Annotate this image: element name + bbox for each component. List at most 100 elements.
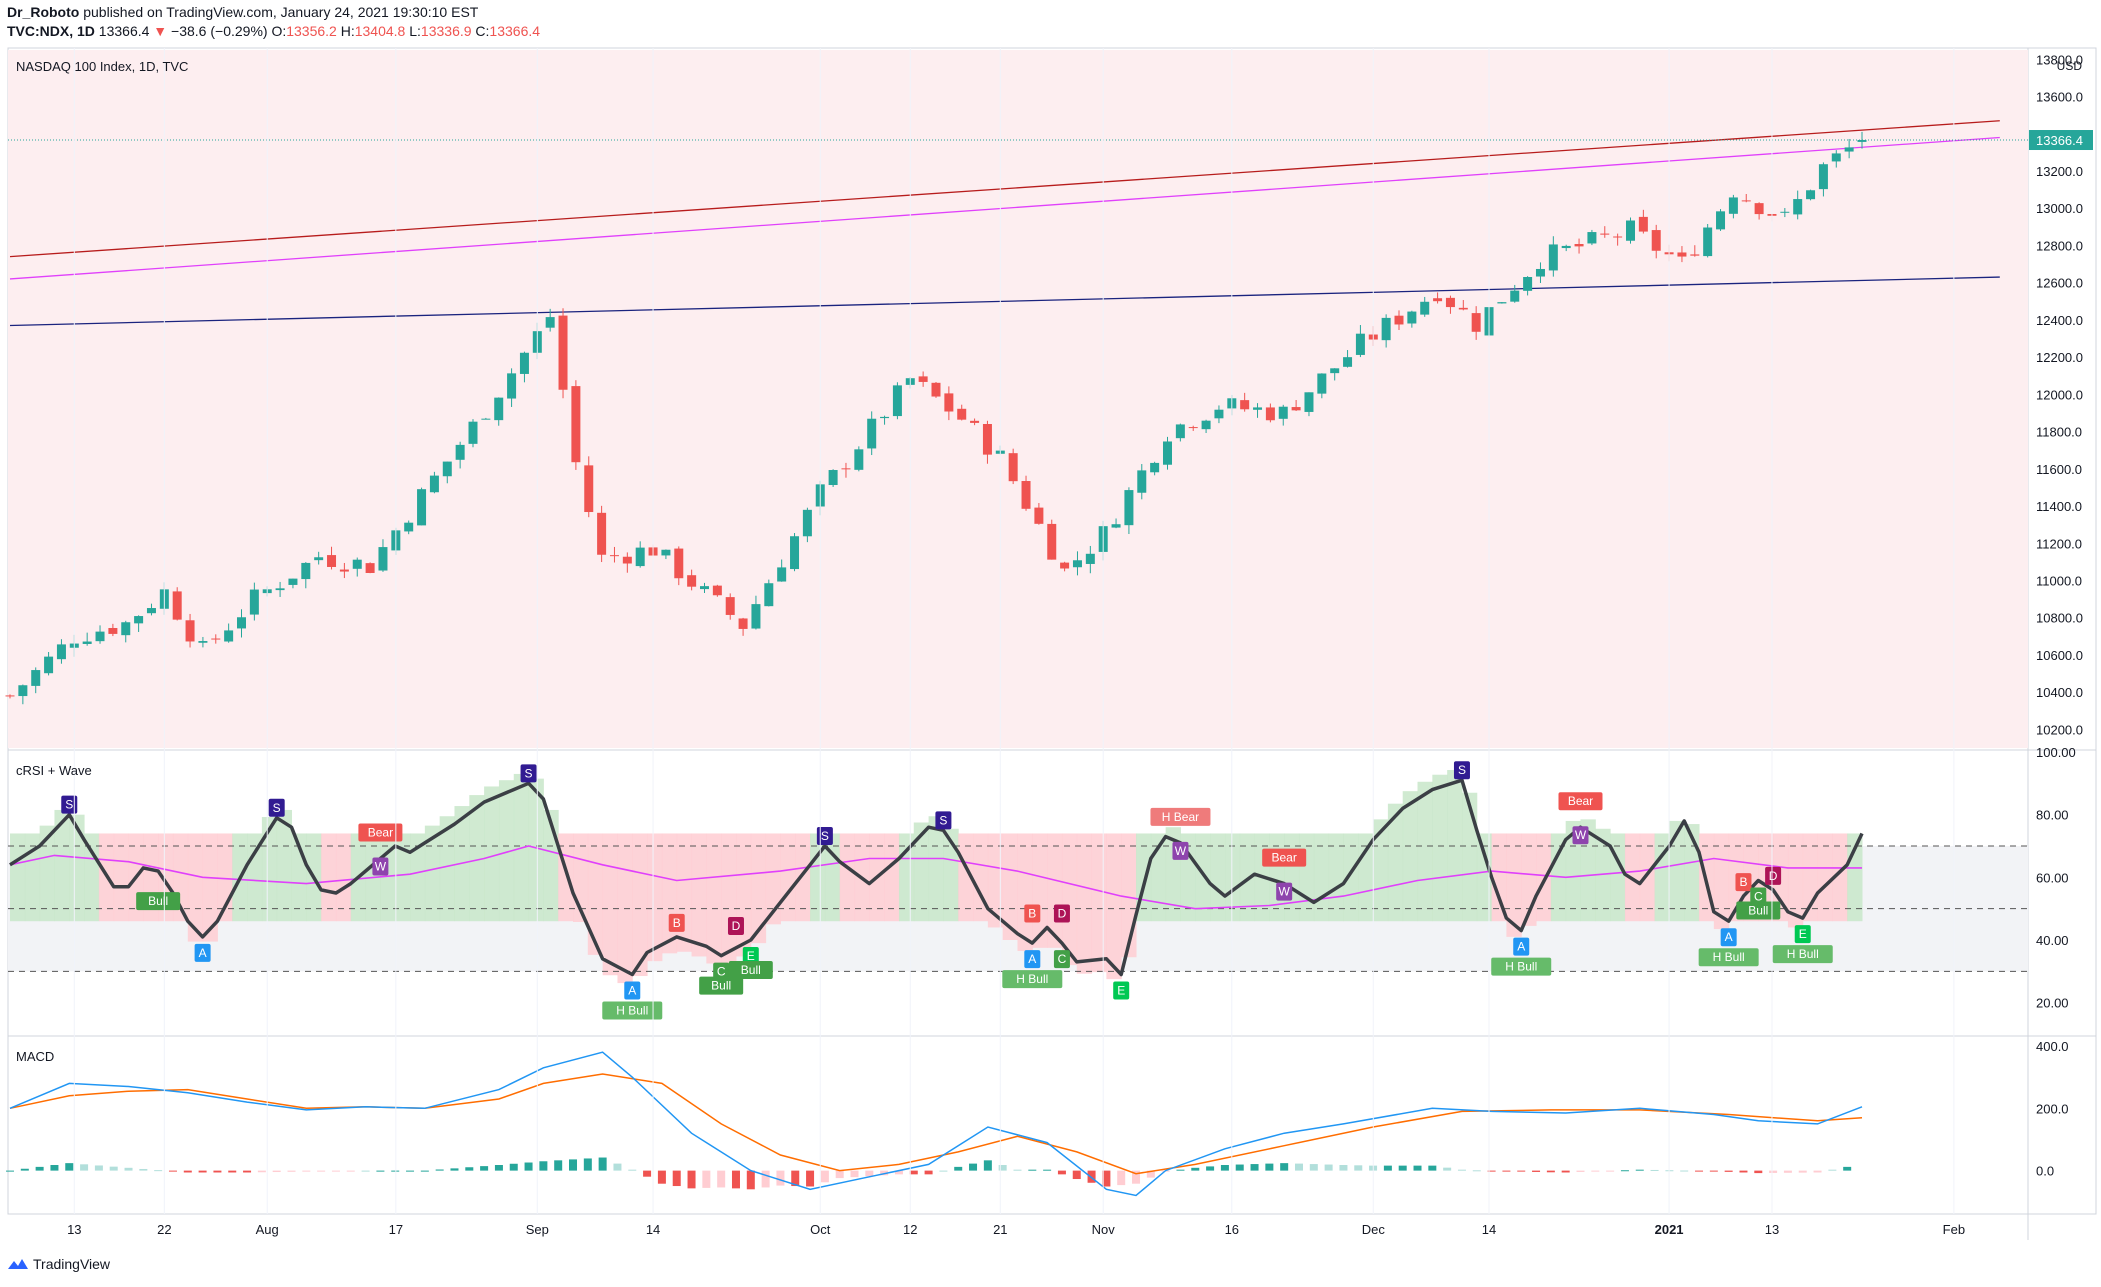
bear-zone [721, 833, 737, 965]
macd-histogram-bar [820, 1170, 829, 1183]
candle-body [1574, 243, 1584, 247]
macd-histogram-bar [1502, 1170, 1511, 1172]
wave-label-text: S [273, 801, 281, 815]
macd-histogram-bar [1413, 1165, 1422, 1171]
macd-histogram-bar [1813, 1170, 1822, 1173]
wave-label-box [728, 961, 773, 979]
tradingview-footer[interactable]: TradingView [7, 1256, 110, 1274]
wave-label-text: Bull [1748, 903, 1768, 917]
macd-histogram-bar [465, 1167, 474, 1171]
bear-zone [958, 833, 974, 922]
macd-histogram-bar [894, 1170, 903, 1175]
macd-pane[interactable] [6, 1051, 1863, 1197]
low-label: L: [409, 23, 421, 39]
channel-band [8, 50, 2028, 748]
wave-label-text: S [1458, 763, 1466, 777]
candle-body [1677, 252, 1687, 257]
candle-body [442, 461, 452, 477]
time-tick-label: Dec [1362, 1222, 1386, 1237]
macd-histogram-bar [554, 1160, 563, 1171]
wave-label-text: Bull [148, 894, 168, 908]
symbol-info: TVC:NDX, 1D 13366.4 ▼ −38.6 (−0.29%) O:1… [7, 23, 540, 39]
candle-body [121, 622, 131, 636]
macd-histogram-bar [1546, 1170, 1555, 1173]
wave-label-box [699, 976, 744, 995]
wave-label-b: B [1735, 873, 1752, 892]
macd-histogram-bar [1206, 1166, 1215, 1171]
candle-body [224, 630, 234, 642]
wave-label-w: W [1572, 826, 1589, 845]
candle-body [1831, 153, 1841, 162]
bear-zone [987, 833, 1004, 928]
bull-zone [913, 822, 930, 922]
macd-histogram-bar [1102, 1170, 1111, 1187]
bull-zone [395, 833, 411, 922]
macd-histogram-bar [1680, 1170, 1689, 1172]
price-tick-label: 11800.0 [2036, 425, 2082, 440]
candle-body [880, 416, 890, 419]
wave-label-text: H Bull [1787, 947, 1819, 961]
wave-label-h-bear: H Bear [1150, 807, 1211, 826]
candle-body [712, 585, 722, 596]
candle-body [635, 547, 645, 567]
candle-body [1137, 470, 1147, 493]
price-tick-label: 12400.0 [2036, 313, 2083, 328]
bear-zone [187, 833, 204, 942]
macd-histogram-bar [1576, 1170, 1585, 1172]
wave-label-bull: Bull [136, 892, 181, 911]
macd-histogram-bar [80, 1164, 89, 1171]
candle-body [198, 641, 208, 643]
wave-label-text: S [65, 798, 73, 812]
bull-zone [1373, 819, 1389, 922]
bear-zone [1639, 833, 1656, 922]
bull-zone [498, 780, 515, 922]
candle-body [1317, 373, 1327, 394]
candle-body [1510, 290, 1520, 302]
price-pane[interactable]: 13366.4 [5, 50, 2093, 748]
wave-label-text: Bear [1568, 794, 1593, 808]
macd-histogram-bar [731, 1170, 740, 1189]
candle-body [249, 589, 259, 615]
macd-histogram-bar [1146, 1170, 1155, 1178]
wave-label-box [1262, 848, 1307, 867]
wave-label-bear: Bear [1262, 848, 1307, 867]
macd-signal-line [9, 1073, 1863, 1175]
candle-body [1600, 233, 1610, 235]
macd-histogram-bar [1443, 1167, 1452, 1171]
tradingview-brand: TradingView [33, 1256, 111, 1272]
bear-zone [1091, 833, 1107, 973]
macd-histogram-bar [1798, 1170, 1807, 1173]
bull-zone [1328, 833, 1344, 922]
bull-zone [410, 833, 426, 922]
bear-zone [780, 833, 796, 922]
macd-histogram-bar [1354, 1165, 1363, 1171]
wave-label-d: D [727, 917, 744, 935]
wave-label-h-bull: H Bull [1772, 945, 1833, 964]
candle-body [1060, 562, 1070, 569]
wave-label-h-bull: H Bull [1002, 970, 1063, 989]
candle-body [1150, 462, 1160, 473]
wave-label-box [1053, 950, 1070, 969]
macd-histogram-bar [6, 1170, 14, 1172]
price-pane-title: NASDAQ 100 Index, 1D, TVC [16, 59, 189, 74]
wave-label-box [1765, 866, 1782, 885]
bull-zone [469, 795, 485, 922]
macd-pane-title: MACD [16, 1049, 55, 1064]
candle-body [931, 382, 941, 397]
macd-histogram-bar [272, 1170, 281, 1173]
macd-histogram-bar [791, 1170, 800, 1187]
candle-body [1703, 227, 1713, 257]
bull-zone [1195, 833, 1211, 922]
author-name[interactable]: Dr_Roboto [7, 4, 80, 20]
wave-label-box [713, 962, 730, 981]
wave-label-box [727, 917, 744, 935]
bear-zone [1491, 833, 1507, 922]
candle-body [558, 315, 568, 390]
candle-body [1188, 427, 1198, 429]
wave-label-c: C [1750, 887, 1767, 906]
crsi-pane-title: cRSI + Wave [16, 763, 92, 778]
wave-label-text: C [717, 965, 726, 979]
wave-label-text: H Bull [616, 1003, 648, 1017]
